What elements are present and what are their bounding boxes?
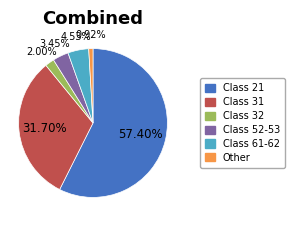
Text: 4.53%: 4.53% (60, 32, 91, 42)
Wedge shape (46, 60, 93, 123)
Legend: Class 21, Class 31, Class 32, Class 52-53, Class 61-62, Other: Class 21, Class 31, Class 32, Class 52-5… (200, 78, 285, 168)
Wedge shape (53, 53, 93, 123)
Text: 2.00%: 2.00% (26, 47, 57, 57)
Title: Combined: Combined (43, 10, 143, 29)
Text: 31.70%: 31.70% (22, 122, 67, 135)
Text: 0.92%: 0.92% (75, 30, 106, 40)
Wedge shape (68, 49, 93, 123)
Wedge shape (19, 65, 93, 189)
Wedge shape (60, 49, 167, 197)
Wedge shape (89, 49, 93, 123)
Text: 3.45%: 3.45% (39, 39, 70, 49)
Text: 57.40%: 57.40% (118, 128, 162, 141)
